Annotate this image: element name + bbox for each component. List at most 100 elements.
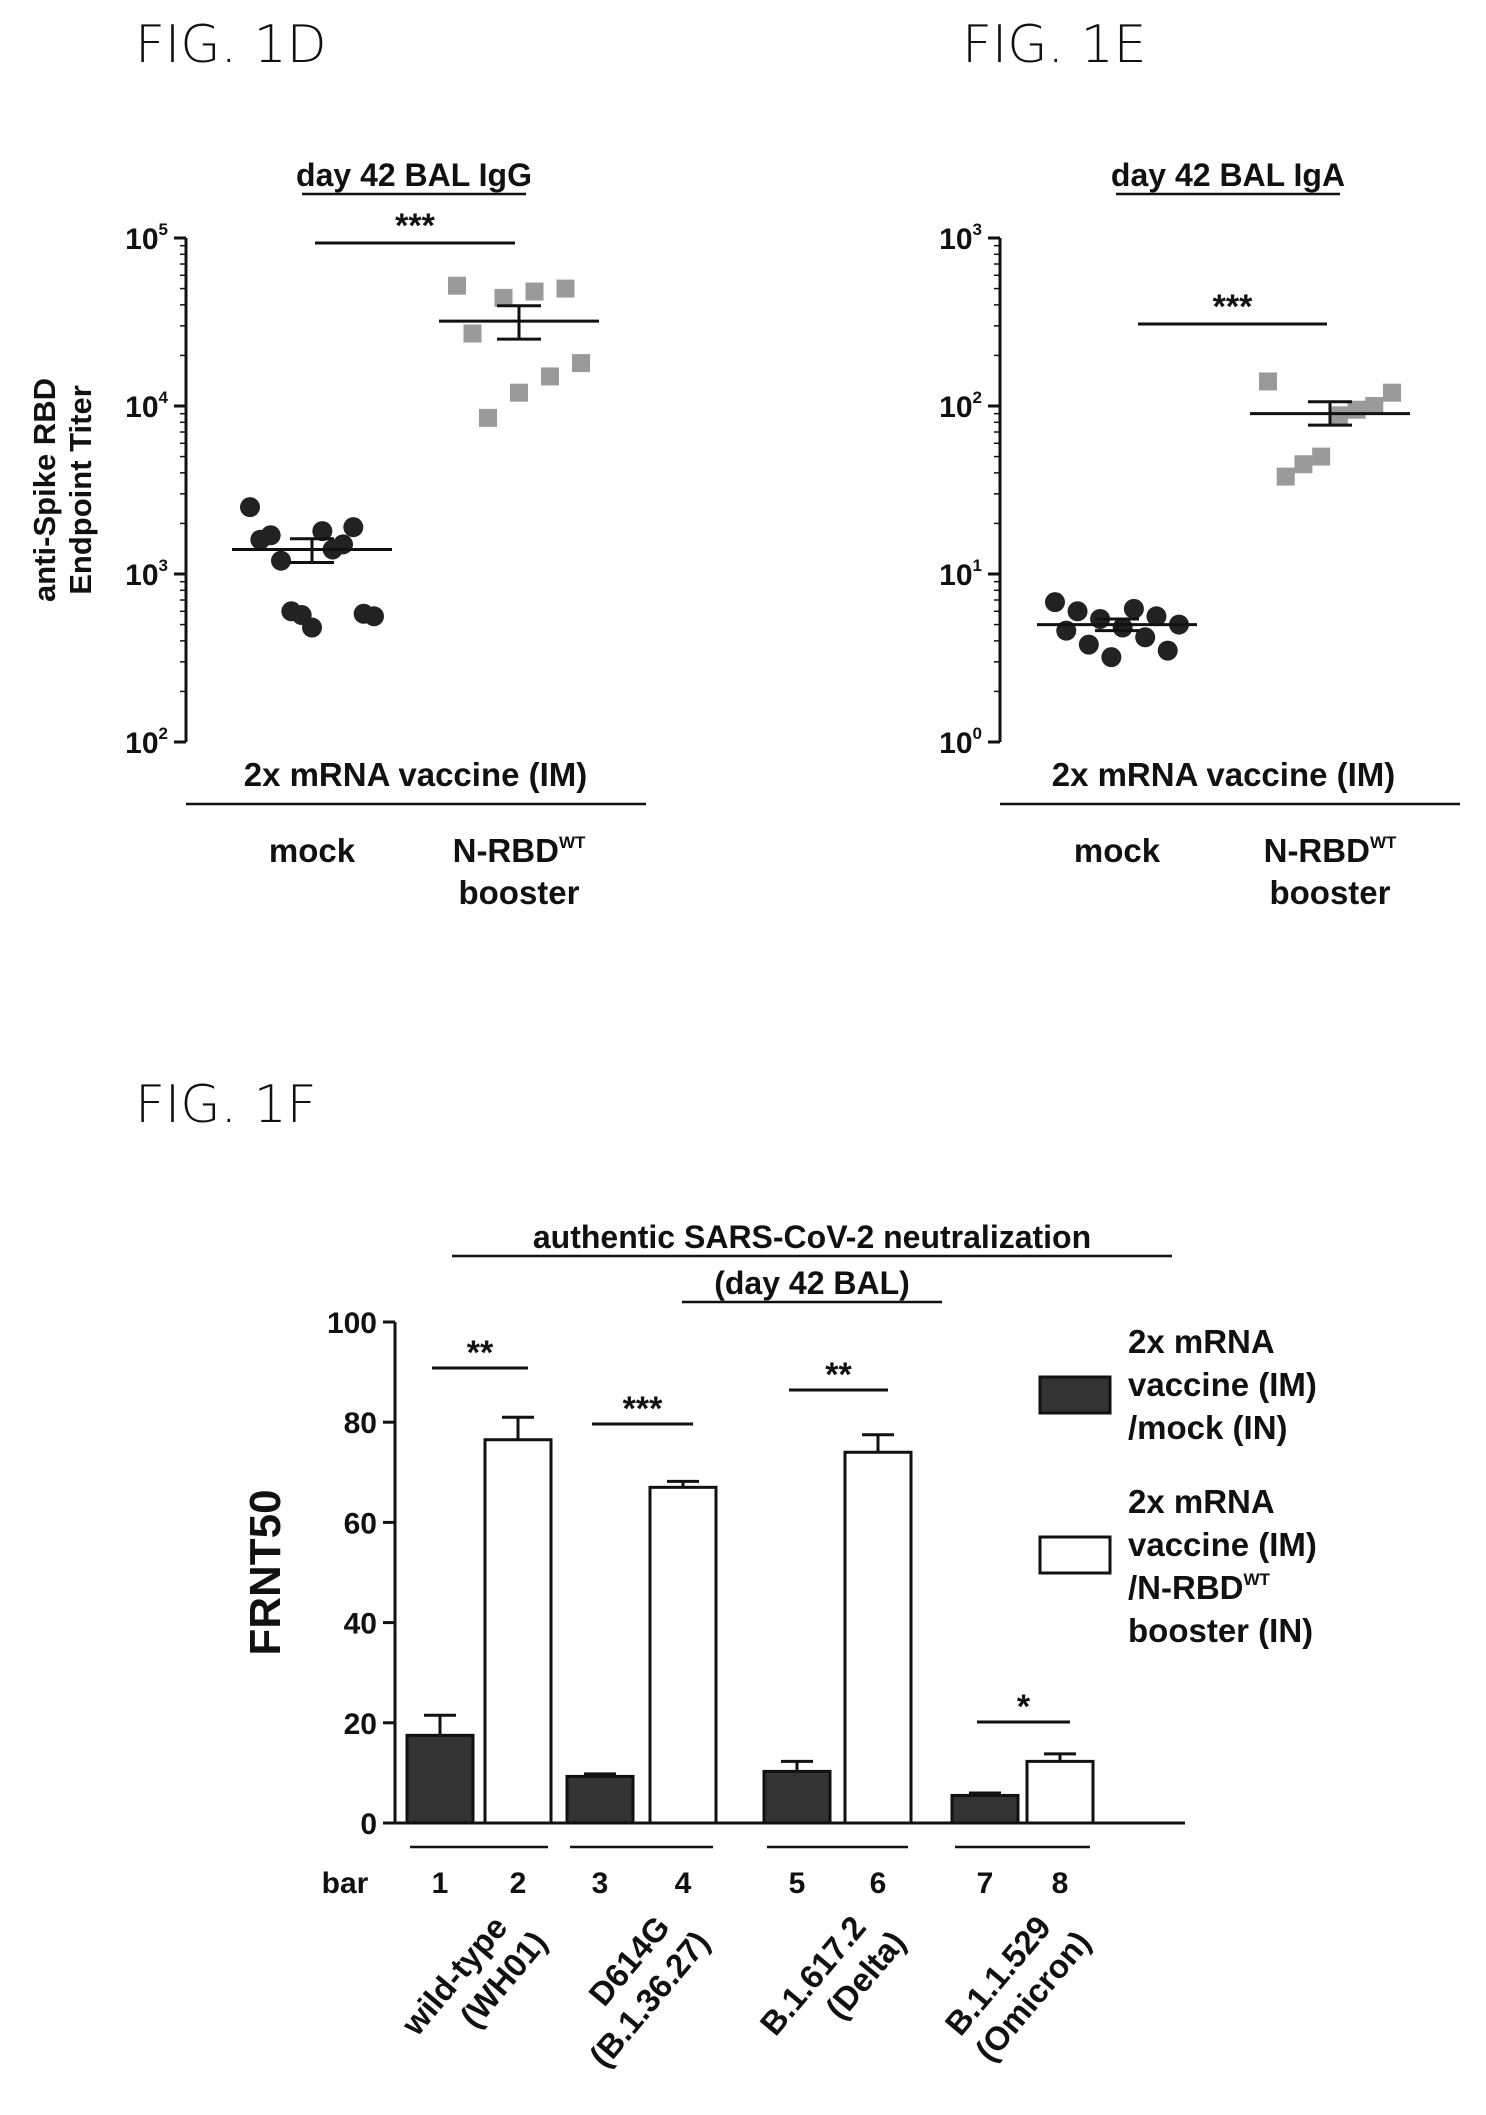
iga-mock-point [1135,627,1156,648]
frnt-sig-label: ** [467,1334,494,1372]
frnt-bar-number: 1 [432,1867,449,1900]
frnt-y-tick-label: 60 [344,1507,377,1540]
iga-booster-label2: booster [1269,874,1390,911]
frnt-bar [762,1769,832,1825]
frnt-sig-label: *** [623,1390,663,1428]
frnt-bar-row-label: bar [322,1867,369,1900]
igg-booster-point [572,354,590,373]
igg-ylabel-line1: anti-Spike RBD [27,378,62,602]
frnt-bar [1025,1759,1095,1825]
igg-sig-label: *** [395,207,435,245]
fig-1d-label: FIG. 1D [135,15,327,75]
frnt-bar [648,1485,718,1825]
frnt-bar-number: 5 [789,1867,806,1900]
frnt-category-label: D614G(B.1.36.27) [581,1909,716,2074]
frnt-bar-number: 7 [977,1867,994,1900]
igg-mock-point [240,497,260,518]
frnt-y-tick-label: 20 [344,1708,377,1741]
iga-mock-label: mock [1074,832,1161,869]
frnt-y-tick-label: 80 [344,1407,377,1440]
frnt-ylabel: FRNT50 [241,1489,290,1655]
iga-y-tick-label: 102 [939,388,982,424]
frnt-bar-number: 2 [510,1867,527,1900]
igg-booster-point [541,367,559,386]
iga-title: day 42 BAL IgA [1111,157,1345,193]
iga-mock-point [1067,601,1088,622]
igg-mock-point [271,550,291,571]
igg-ylabel-line2: Endpoint Titer [63,385,98,595]
frnt-category-label: B.1.617.2(Delta) [753,1909,913,2042]
iga-group-header: 2x mRNA vaccine (IM) [1052,756,1396,793]
igg-ylabel-group: anti-Spike RBD Endpoint Titer [27,378,98,602]
frnt-legend-text: vaccine (IM) [1128,1366,1317,1403]
frnt-legend-swatch [1038,1375,1112,1415]
igg-mock-point [312,521,333,542]
frnt-y-tick-label: 40 [344,1608,377,1641]
frnt-legend-text: booster (IN) [1128,1612,1313,1649]
igg-mock-point [260,525,281,546]
igg-booster-point [525,282,544,301]
igg-y-tick-label: 102 [125,724,168,760]
fig-1e-label: FIG. 1E [962,15,1147,75]
igg-y-tick-label: 104 [125,388,168,424]
igg-booster-point [448,276,466,295]
igg-booster-point [479,408,497,427]
igg-mock-point [343,517,364,538]
iga-mock-point [1146,606,1167,627]
frnt-bar [950,1793,1020,1825]
iga-booster-point [1347,400,1366,419]
igg-booster-label2: booster [458,874,579,911]
iga-booster-label: N-RBDWT [1264,832,1397,869]
igg-group-header: 2x mRNA vaccine (IM) [244,756,588,793]
igg-booster-label: N-RBDWT [453,832,586,869]
igg-booster-point [463,324,482,343]
igg-title: day 42 BAL IgG [296,157,532,193]
igg-mock-point [333,534,353,555]
frnt-title-line2: (day 42 BAL) [714,1265,910,1301]
frnt-legend-text: 2x mRNA [1128,1483,1275,1520]
igg-y-tick-label: 103 [125,556,168,592]
fig-1f-label: FIG. 1F [135,1075,317,1135]
frnt-bar-number: 6 [870,1867,887,1900]
frnt-y-tick-label: 100 [327,1307,377,1340]
iga-mock-point [1045,592,1065,613]
frnt-legend-text: 2x mRNA [1128,1323,1275,1360]
frnt-bar-number: 3 [592,1867,609,1900]
frnt-category-label: wild-type(WH01) [393,1909,554,2043]
igg-y-tick-label: 105 [125,220,168,256]
igg-booster-point [556,279,575,298]
frnt-bar [405,1733,475,1825]
igg-booster-point [510,383,528,402]
frnt-bar-number: 8 [1052,1867,1069,1900]
frnt-category-label: B.1.1.529(Omicron) [938,1909,1098,2069]
iga-booster-point [1383,383,1401,402]
frnt-bar [483,1438,553,1825]
iga-mock-point [1157,640,1178,661]
frnt-bar-number: 4 [675,1867,692,1900]
iga-y-tick-label: 103 [939,220,982,256]
iga-booster-point [1329,406,1348,425]
frnt-legend-swatch [1038,1535,1112,1575]
iga-y-tick-label: 100 [939,724,982,760]
frnt-bar [565,1774,635,1825]
iga-booster-point [1259,372,1277,391]
igg-mock-point [364,606,384,627]
iga-y-tick-label: 101 [939,556,982,592]
igg-mock-point [302,617,322,638]
frnt-legend-text: /N-RBDWT [1128,1569,1271,1606]
iga-sig-label: *** [1213,288,1253,326]
iga-booster-point [1365,397,1384,415]
frnt-bar [843,1450,913,1825]
iga-booster-point [1312,447,1331,466]
igg-mock-label: mock [269,832,356,869]
frnt-legend-text: /mock (IN) [1128,1409,1288,1446]
frnt-title-line1: authentic SARS-CoV-2 neutralization [533,1219,1091,1255]
frnt-sig-label: ** [825,1356,852,1394]
iga-booster-point [1294,455,1313,474]
iga-mock-point [1101,647,1122,668]
frnt-sig-label: * [1017,1688,1031,1726]
frnt-y-tick-label: 0 [360,1808,377,1841]
igg-booster-point [494,288,513,307]
